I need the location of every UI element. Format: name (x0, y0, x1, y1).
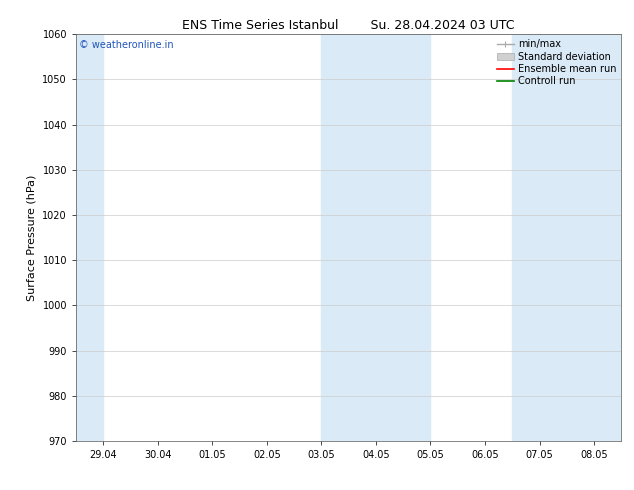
Bar (321, 34, 430, 441)
Title: ENS Time Series Istanbul        Su. 28.04.2024 03 UTC: ENS Time Series Istanbul Su. 28.04.2024 … (183, 19, 515, 32)
Legend: min/max, Standard deviation, Ensemble mean run, Controll run: min/max, Standard deviation, Ensemble me… (495, 37, 618, 88)
Bar (512, 34, 621, 441)
Text: © weatheronline.in: © weatheronline.in (79, 40, 174, 50)
Bar (76, 34, 103, 441)
Y-axis label: Surface Pressure (hPa): Surface Pressure (hPa) (27, 174, 37, 301)
